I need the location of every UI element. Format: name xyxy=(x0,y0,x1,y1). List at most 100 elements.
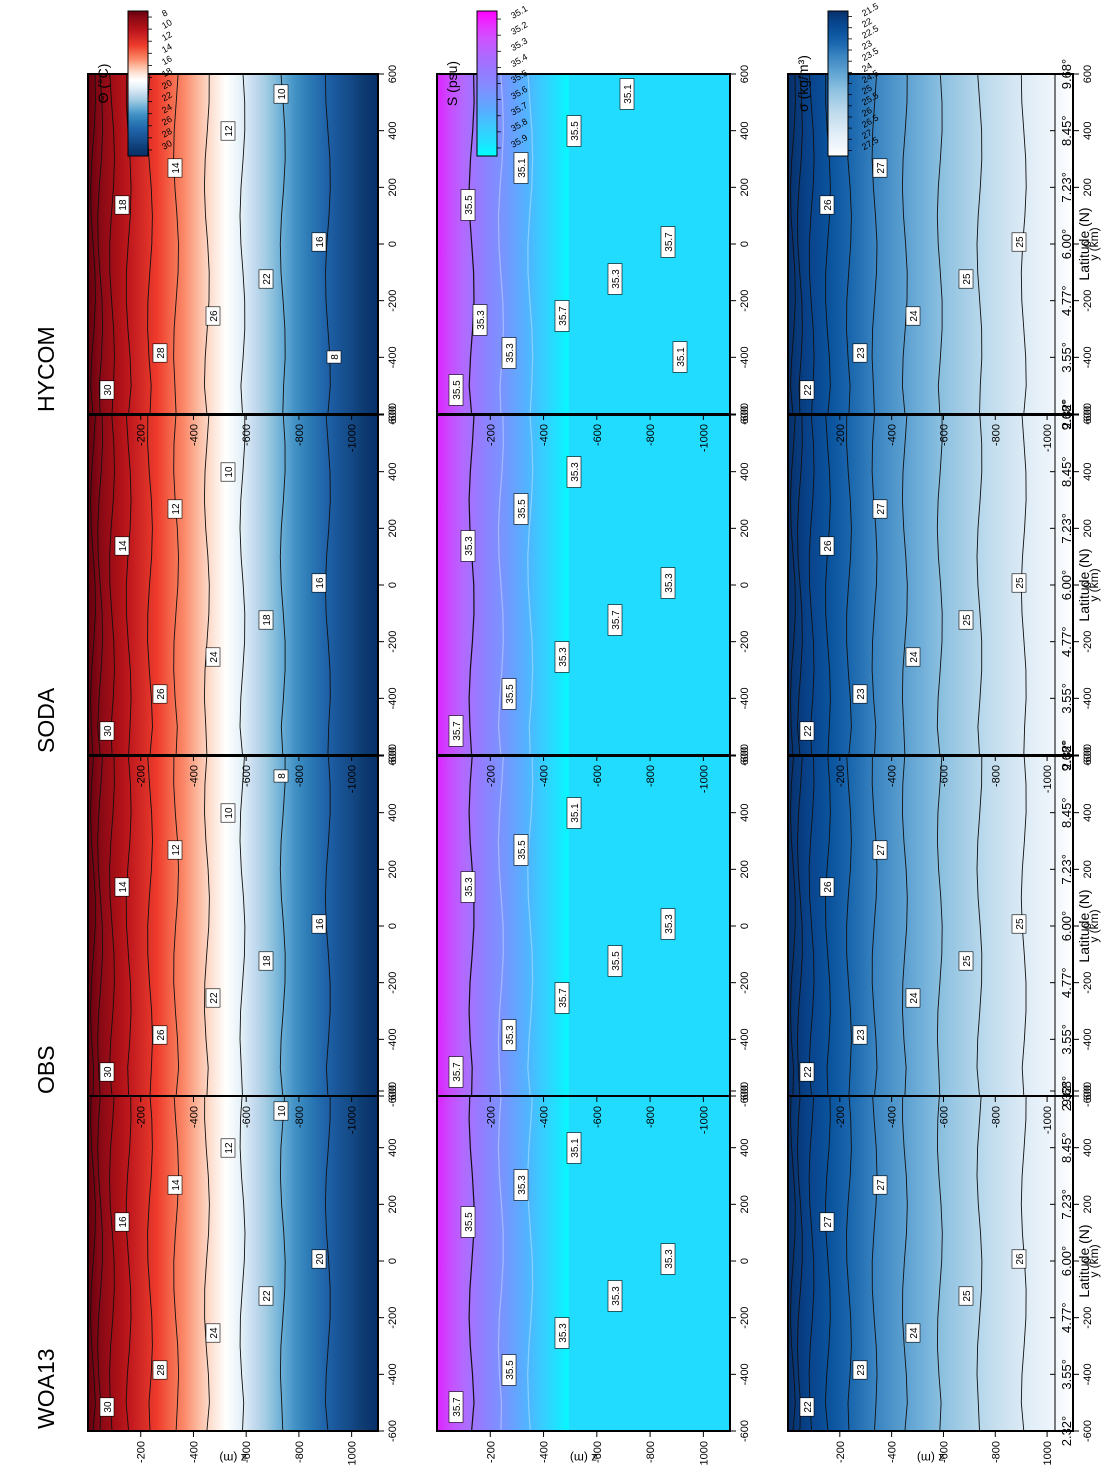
contour-line xyxy=(902,1090,908,1432)
z-tick-label: -400 xyxy=(188,1441,200,1463)
contour-label: 22 xyxy=(209,992,220,1004)
z-tick-label: -600 xyxy=(241,1441,253,1463)
contour-label: 35.7 xyxy=(558,988,569,1008)
panel-obs-0: 30262218161412108-600-400-2000200400600-… xyxy=(87,747,399,1134)
panel-background xyxy=(788,415,1073,755)
contour-label: 14 xyxy=(171,1179,182,1191)
x-tick-label: 0 xyxy=(1082,1258,1094,1264)
z-tick-label: -400 xyxy=(539,424,551,446)
z-tick-label: -1000 xyxy=(347,1106,359,1134)
contour-label-box xyxy=(554,1317,570,1349)
colorbar-tick-label: 35.3 xyxy=(509,36,529,53)
contour-label-box xyxy=(326,350,342,364)
z-tick-label: -600 xyxy=(592,1441,604,1463)
contour-label: 27 xyxy=(876,844,887,856)
contour-label: 14 xyxy=(171,162,182,174)
x-tick-label: 200 xyxy=(1082,1195,1094,1213)
contour-line xyxy=(109,414,115,756)
x-tick-label: 400 xyxy=(1082,121,1094,139)
z-tick-label: -200 xyxy=(835,765,847,787)
panel-obs-2: 22 23 24 25 25 26 27 -600 -400 -200 0 200 400 600 -200… xyxy=(787,747,1094,1134)
x-tick-label: -600 xyxy=(739,1085,751,1107)
x-tick-label: 600 xyxy=(387,65,399,83)
contour-label-box xyxy=(607,604,623,636)
contour-line xyxy=(468,1090,475,1432)
lat-tick-label: 7.23° xyxy=(1059,172,1074,203)
colorbar-tick-label: 35.4 xyxy=(509,52,529,69)
contour-line xyxy=(109,73,115,415)
x-tick-label: -400 xyxy=(739,346,751,368)
contour-label-box xyxy=(619,78,635,110)
colorbar-bar xyxy=(827,10,849,157)
colorbar-label: σ (kg/m³) xyxy=(795,55,811,112)
contour-line xyxy=(789,414,796,756)
lat-tick-label: 2.32° xyxy=(1059,399,1074,430)
z-tick-label: -200 xyxy=(485,1441,497,1463)
contour-line xyxy=(97,73,104,415)
x-tick-label: -600 xyxy=(387,403,399,425)
lat-tick-label: 9.68° xyxy=(1059,400,1074,431)
contour-label-box xyxy=(1011,573,1027,593)
contour-line xyxy=(203,73,210,415)
contour-label: 23 xyxy=(856,347,867,359)
contour-label: 12 xyxy=(171,503,182,515)
lat-tick-label: 6.00° xyxy=(1059,1246,1074,1277)
contour-label-box xyxy=(513,834,529,866)
x-tick-label: 600 xyxy=(739,65,751,83)
x-tick-label: -600 xyxy=(739,744,751,766)
x-tick-label: -400 xyxy=(1082,346,1094,368)
x-tick-label: 400 xyxy=(387,121,399,139)
contour-label-box xyxy=(99,1062,115,1082)
contour-line xyxy=(976,414,983,756)
contour-line xyxy=(796,1090,803,1432)
panel-obs-1: 35.7 35.3 35.7 35.5 35.3 35.3 35.5 35.1 -600 -400… xyxy=(436,747,751,1134)
z-tick-label: -600 xyxy=(938,1106,950,1128)
x-tick-label: 0 xyxy=(387,923,399,929)
x-tick-label: 600 xyxy=(387,1082,399,1100)
contour-label-box xyxy=(273,769,289,783)
x-tick-label: 0 xyxy=(387,582,399,588)
z-tick-label: -1000 xyxy=(347,1441,359,1466)
x-tick-label: 400 xyxy=(739,121,751,139)
colorbar-2: σ (kg/m³)27.52726.52625.52524.52423.5232… xyxy=(795,1,880,157)
colorbar-tick-label: 12 xyxy=(160,29,174,43)
lat-tick-label: 6.00° xyxy=(1059,570,1074,601)
x-tick-label: 200 xyxy=(387,178,399,196)
contour-line xyxy=(125,414,132,756)
panel-woa13-1: 35.7 35.5 35.3 35.3 35.3 35.5 35.3 35.1 -600 -400… xyxy=(436,1082,751,1466)
contour-label: 27 xyxy=(876,1179,887,1191)
contour-line xyxy=(901,755,908,1097)
x-tick-label: 400 xyxy=(387,462,399,480)
contour-line xyxy=(901,414,908,756)
contour-label: 35.3 xyxy=(505,1025,516,1045)
contour-label: 22 xyxy=(803,384,814,396)
contour-line xyxy=(109,1090,115,1432)
x-tick-label: 600 xyxy=(739,1082,751,1100)
x-tick-label: 0 xyxy=(739,1258,751,1264)
x-tick-label: -600 xyxy=(387,1085,399,1107)
contour-line xyxy=(279,414,286,756)
contour-label-box xyxy=(114,877,130,897)
z-tick-label: -1000 xyxy=(698,424,710,452)
z-tick-label: -600 xyxy=(592,1106,604,1128)
x-tick-label: -600 xyxy=(1082,744,1094,766)
z-tick-label: -1000 xyxy=(698,1441,710,1466)
x-tick-label: -200 xyxy=(387,972,399,994)
x-tick-label: 200 xyxy=(739,1195,751,1213)
z-tick-label: -200 xyxy=(136,1106,148,1128)
column-title: SODA xyxy=(33,687,59,753)
x-tick-label: -200 xyxy=(1082,1307,1094,1329)
lat-tick-label: 8.45° xyxy=(1059,456,1074,487)
contour-label: 25 xyxy=(1015,577,1026,589)
z-tick-label: -400 xyxy=(188,1106,200,1128)
lat-tick-label: 3.55° xyxy=(1059,342,1074,373)
contour-label-box xyxy=(205,988,221,1008)
contour-line xyxy=(789,1090,796,1432)
contour-label: 26 xyxy=(823,881,834,893)
contour-label-box xyxy=(819,1212,835,1232)
contour-label: 23 xyxy=(856,1029,867,1041)
x-tick-label: 600 xyxy=(739,747,751,765)
contour-label: 26 xyxy=(823,199,834,211)
contour-label: 24 xyxy=(909,651,920,663)
z-tick-label: -400 xyxy=(887,1106,899,1128)
